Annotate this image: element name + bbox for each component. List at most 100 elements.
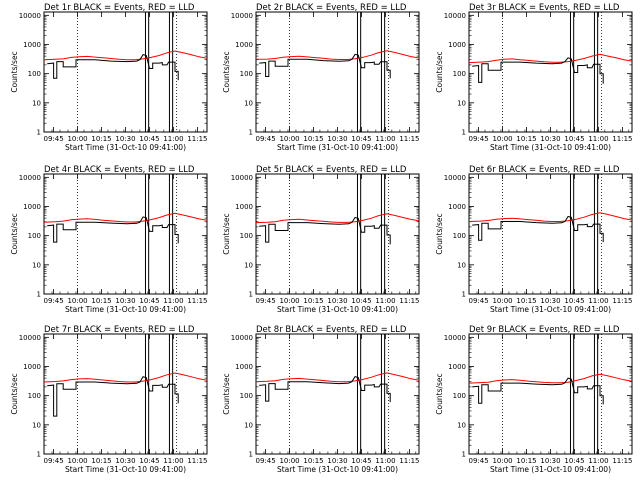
x-tick-label: 10:00 bbox=[67, 135, 87, 143]
events-series-line bbox=[47, 376, 179, 417]
x-tick-label: 09:45 bbox=[255, 135, 275, 143]
plot-frame bbox=[43, 333, 208, 455]
x-tick-label: 10:45 bbox=[351, 135, 371, 143]
y-tick-label: 1000 bbox=[448, 41, 466, 49]
plot-frame bbox=[468, 333, 633, 455]
x-tick-label: 10:15 bbox=[303, 297, 323, 305]
y-tick-label: 10000 bbox=[19, 174, 41, 182]
x-tick-label: 10:30 bbox=[327, 457, 347, 465]
x-tick-label: 11:15 bbox=[187, 457, 207, 465]
x-tick-label: 11:00 bbox=[163, 297, 183, 305]
x-tick-label: 10:45 bbox=[139, 457, 159, 465]
x-tick-label: 11:15 bbox=[399, 297, 419, 305]
y-tick-label: 10000 bbox=[231, 12, 253, 20]
y-tick-label: 100 bbox=[240, 392, 253, 400]
x-tick-label: 10:30 bbox=[540, 457, 560, 465]
x-tick-label: 11:15 bbox=[612, 135, 632, 143]
events-series-line bbox=[472, 377, 604, 405]
y-tick-label: 1000 bbox=[23, 203, 41, 211]
x-tick-label: 09:45 bbox=[468, 297, 488, 305]
y-axis-label: Counts/sec bbox=[222, 51, 231, 92]
y-tick-label: 10 bbox=[244, 261, 253, 269]
panel-title: Det 9r BLACK = Events, RED = LLD bbox=[469, 325, 620, 335]
y-axis-label: Counts/sec bbox=[10, 51, 19, 92]
x-tick-label: 09:45 bbox=[43, 457, 63, 465]
x-tick-label: 11:15 bbox=[612, 457, 632, 465]
y-axis-label: Counts/sec bbox=[435, 51, 444, 92]
x-tick-label: 10:30 bbox=[115, 135, 135, 143]
x-tick-label: 10:30 bbox=[540, 135, 560, 143]
y-tick-label: 100 bbox=[453, 70, 466, 78]
y-tick-label: 10000 bbox=[444, 334, 466, 342]
x-tick-label: 10:00 bbox=[279, 297, 299, 305]
x-axis-label: Start Time (31-Oct-10 09:41:00) bbox=[490, 143, 611, 152]
x-tick-label: 10:30 bbox=[115, 457, 135, 465]
lld-series-line bbox=[469, 373, 632, 384]
x-tick-label: 11:00 bbox=[375, 135, 395, 143]
x-tick-label: 10:45 bbox=[564, 457, 584, 465]
x-tick-label: 09:45 bbox=[255, 457, 275, 465]
x-tick-label: 10:15 bbox=[91, 135, 111, 143]
panel-title: Det 6r BLACK = Events, RED = LLD bbox=[469, 165, 620, 175]
panel-title: Det 3r BLACK = Events, RED = LLD bbox=[469, 3, 620, 13]
y-tick-label: 10 bbox=[457, 421, 466, 429]
x-tick-label: 10:00 bbox=[67, 457, 87, 465]
x-tick-label: 09:45 bbox=[255, 297, 275, 305]
y-axis-label: Counts/sec bbox=[222, 213, 231, 254]
x-tick-label: 10:30 bbox=[327, 297, 347, 305]
lld-series-line bbox=[469, 212, 632, 222]
plot-frame bbox=[43, 11, 208, 133]
panel-title: Det 1r BLACK = Events, RED = LLD bbox=[44, 3, 195, 13]
x-tick-label: 11:15 bbox=[612, 297, 632, 305]
y-tick-label: 10 bbox=[32, 99, 41, 107]
y-tick-label: 1000 bbox=[235, 41, 253, 49]
y-axis-label: Counts/sec bbox=[435, 373, 444, 414]
panel-det-5: Det 5r BLACK = Events, RED = LLD 1 10 100 10… bbox=[222, 165, 420, 314]
x-tick-label: 10:00 bbox=[67, 297, 87, 305]
events-series-line bbox=[472, 215, 604, 243]
x-tick-label: 10:45 bbox=[351, 457, 371, 465]
y-tick-label: 1 bbox=[462, 451, 466, 459]
x-axis-label: Start Time (31-Oct-10 09:41:00) bbox=[490, 465, 611, 474]
x-axis-label: Start Time (31-Oct-10 09:41:00) bbox=[277, 143, 398, 152]
x-tick-label: 09:45 bbox=[468, 135, 488, 143]
x-tick-label: 10:00 bbox=[492, 457, 512, 465]
x-axis-label: Start Time (31-Oct-10 09:41:00) bbox=[277, 305, 398, 314]
x-axis-label: Start Time (31-Oct-10 09:41:00) bbox=[490, 305, 611, 314]
events-series-line bbox=[472, 57, 604, 84]
panel-det-3: Det 3r BLACK = Events, RED = LLD 1 10 100 10… bbox=[435, 3, 633, 152]
lld-series-line bbox=[44, 50, 207, 61]
y-tick-label: 1000 bbox=[448, 363, 466, 371]
y-tick-label: 10 bbox=[457, 261, 466, 269]
x-tick-label: 11:00 bbox=[588, 135, 608, 143]
y-tick-label: 1000 bbox=[23, 41, 41, 49]
x-tick-label: 11:15 bbox=[187, 297, 207, 305]
y-tick-label: 10 bbox=[32, 421, 41, 429]
panel-title: Det 4r BLACK = Events, RED = LLD bbox=[44, 165, 195, 175]
x-tick-label: 09:45 bbox=[468, 457, 488, 465]
lld-series-line bbox=[256, 50, 419, 60]
x-tick-label: 10:15 bbox=[516, 135, 536, 143]
y-tick-label: 10 bbox=[32, 261, 41, 269]
y-tick-label: 10 bbox=[244, 99, 253, 107]
y-tick-label: 1000 bbox=[448, 203, 466, 211]
x-tick-label: 11:15 bbox=[399, 457, 419, 465]
y-tick-label: 1 bbox=[249, 451, 253, 459]
y-tick-label: 100 bbox=[28, 392, 41, 400]
y-tick-label: 10000 bbox=[444, 12, 466, 20]
x-tick-label: 11:00 bbox=[588, 297, 608, 305]
x-tick-label: 10:00 bbox=[492, 135, 512, 143]
y-tick-label: 100 bbox=[240, 232, 253, 240]
x-axis-label: Start Time (31-Oct-10 09:41:00) bbox=[65, 305, 186, 314]
x-axis-label: Start Time (31-Oct-10 09:41:00) bbox=[277, 465, 398, 474]
x-tick-label: 10:15 bbox=[516, 297, 536, 305]
panel-det-1: Det 1r BLACK = Events, RED = LLD 1 10 100 10… bbox=[10, 3, 208, 152]
plot-frame bbox=[468, 173, 633, 295]
x-tick-label: 10:45 bbox=[139, 297, 159, 305]
x-tick-label: 10:15 bbox=[91, 457, 111, 465]
panel-title: Det 8r BLACK = Events, RED = LLD bbox=[256, 325, 407, 335]
lld-series-line bbox=[469, 53, 632, 64]
x-tick-label: 09:45 bbox=[43, 135, 63, 143]
panel-title: Det 7r BLACK = Events, RED = LLD bbox=[44, 325, 195, 335]
